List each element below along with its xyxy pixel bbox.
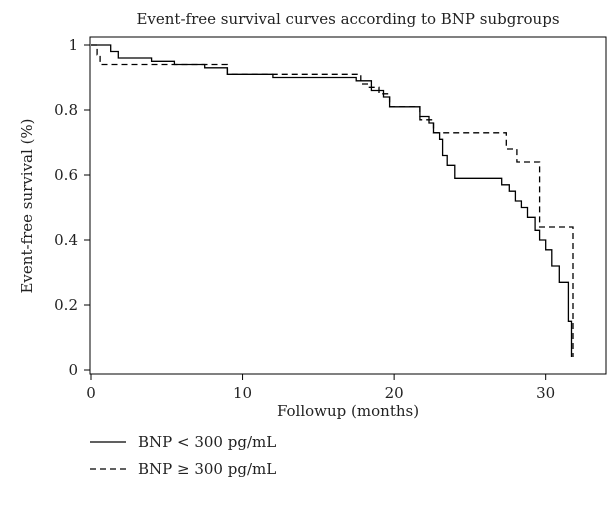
- y-tick-label: 0.6: [54, 166, 78, 184]
- x-axis: 0 10 20 30: [86, 374, 555, 402]
- legend: BNP < 300 pg/mL BNP ≥ 300 pg/mL: [90, 433, 276, 478]
- chart-title: Event-free survival curves according to …: [136, 10, 559, 28]
- x-tick-label: 30: [536, 384, 555, 402]
- x-tick-label: 0: [86, 384, 96, 402]
- y-axis-label: Event-free survival (%): [18, 118, 36, 293]
- y-tick-label: 1: [68, 36, 78, 54]
- series-line-bnp-lt-300: [91, 44, 573, 357]
- x-tick-label: 20: [385, 384, 404, 402]
- y-axis: 0 0.2 0.4 0.6 0.8 1: [54, 36, 90, 379]
- y-tick-label: 0: [68, 361, 78, 379]
- x-axis-label: Followup (months): [277, 402, 419, 420]
- y-tick-label: 0.4: [54, 231, 78, 249]
- x-tick-label: 10: [233, 384, 252, 402]
- legend-label-bnp-lt-300: BNP < 300 pg/mL: [138, 433, 276, 451]
- y-tick-label: 0.2: [54, 296, 78, 314]
- y-tick-label: 0.8: [54, 101, 78, 119]
- series-line-bnp-ge-300: [91, 44, 574, 357]
- plot-area: [89, 36, 607, 375]
- series-layer: [91, 44, 574, 357]
- legend-label-bnp-ge-300: BNP ≥ 300 pg/mL: [138, 460, 276, 478]
